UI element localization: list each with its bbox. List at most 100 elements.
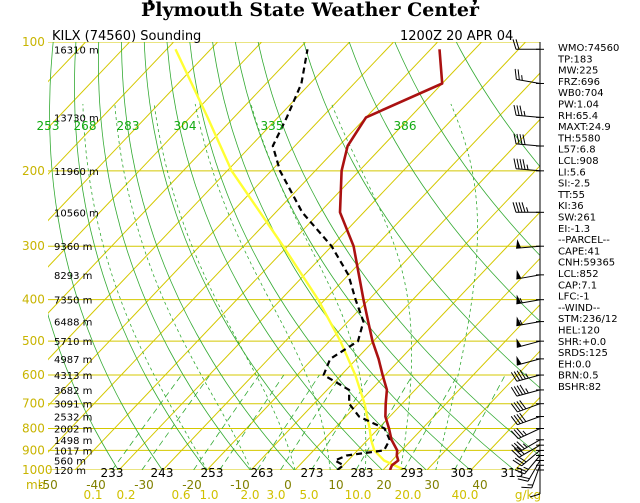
index-entry: MW:225: [558, 66, 598, 77]
index-entry: PW:1.04: [558, 100, 599, 111]
wind-barb-flag: [513, 386, 521, 396]
wind-barb-flag: [510, 372, 518, 382]
wind-barb-flag: [512, 39, 517, 50]
height-label: 3682 m: [54, 386, 92, 397]
wind-barb: [513, 104, 541, 118]
index-entry: MAXT:24.9: [558, 122, 611, 133]
dry-adiabat-line: [143, 42, 339, 470]
axis-labels: KILX (74560) Sounding 1200Z 20 APR 04 10…: [22, 29, 541, 502]
wind-barb-flag: [513, 415, 521, 424]
wind-barb-pennant: [516, 316, 522, 326]
moist-adiabat-line: [114, 103, 252, 470]
mixing-ratio-label: 1.0: [199, 488, 218, 502]
temperature-tick-label: 30: [424, 478, 439, 492]
temperature-tick-label: -10: [230, 478, 250, 492]
height-label: 6488 m: [54, 318, 92, 329]
index-entry: STM:236/12: [558, 314, 618, 325]
theta-top-label: 253: [37, 119, 60, 133]
isotherm-line: [250, 165, 540, 470]
dry-adiabat-line: [235, 42, 515, 470]
pressure-label: 500: [22, 334, 45, 348]
wind-barb-half-flag: [523, 466, 529, 470]
mixing-ratio-line: [219, 374, 285, 470]
wind-barb-flag: [516, 385, 524, 395]
isotherm-line: [470, 396, 540, 470]
wind-barb-flag: [516, 105, 520, 116]
wind-barb-staff: [518, 428, 541, 440]
index-entry: LCL:908: [558, 156, 599, 167]
time-label: 1200Z 20 APR 04: [400, 29, 513, 44]
wind-barb-flag: [517, 69, 520, 80]
wind-barb: [510, 412, 541, 426]
mixing-ratio-label: 20.0: [395, 488, 422, 502]
wind-barb-flag: [522, 159, 526, 170]
wind-barb-flag: [516, 427, 525, 437]
wind-barb-flag: [510, 403, 518, 413]
wind-barb: [513, 133, 541, 147]
isotherm-line: [48, 42, 174, 175]
wind-barb-flag: [519, 105, 523, 116]
wind-barb-staff: [527, 460, 541, 482]
isotherm-line: [426, 350, 540, 470]
height-label: 560 m: [54, 456, 86, 467]
index-entry: KI:36: [558, 201, 584, 212]
wind-barb-flag: [515, 202, 520, 213]
index-entry: LFC:-1: [558, 292, 590, 303]
wind-barb-flag: [519, 412, 527, 422]
mixing-ratio-line: [141, 374, 211, 470]
wind-barb-flag: [514, 457, 525, 465]
index-entry: EI:-1.3: [558, 224, 590, 235]
indices-panel: WMO:74560TP:183MW:225FRZ:696WB0:704PW:1.…: [557, 43, 619, 393]
dry-adiabat-line: [455, 42, 540, 168]
wind-barb: [510, 400, 541, 413]
height-label: 4313 m: [54, 371, 92, 382]
wind-barb-flag: [519, 475, 530, 480]
height-label: 16310 m: [54, 45, 99, 56]
wind-barb-staff: [516, 321, 541, 327]
pressure-label: 600: [22, 368, 45, 382]
wind-barb-half-flag: [526, 207, 529, 213]
mixing-ratio-label: 3.0: [266, 488, 285, 502]
height-label: 2532 m: [54, 413, 92, 424]
mixing-ratio-line: [111, 374, 182, 470]
wind-barb-flag: [519, 134, 523, 145]
theta-bottom-label: 283: [351, 466, 374, 480]
wind-barb-flag: [514, 68, 517, 80]
wind-barb-flag: [513, 448, 523, 457]
index-entry: BRN:0.5: [558, 371, 599, 382]
wind-barb: [516, 355, 541, 366]
theta-bottom-label: 263: [251, 466, 274, 480]
index-entry: --PARCEL--: [558, 235, 610, 246]
isotherm-line: [118, 42, 526, 470]
wind-barb-flag: [516, 370, 524, 380]
height-label: 1017 m: [54, 446, 92, 457]
wind-barb-flag: [513, 158, 517, 169]
index-entry: CAP:7.1: [558, 280, 597, 291]
wind-barb-half-flag: [525, 373, 529, 379]
mixing-ratio-label: 40.0: [452, 488, 479, 502]
theta-top-label: 268: [74, 119, 97, 133]
background-grid: [48, 42, 540, 470]
height-label: 3091 m: [54, 400, 92, 411]
wind-barb-flag: [522, 134, 526, 145]
temperature-profile: [338, 49, 444, 470]
wind-barb-staff: [516, 245, 541, 249]
mixing-ratio-line: [280, 374, 342, 470]
isotherm-line: [48, 42, 306, 314]
isotherm-line: [162, 72, 540, 470]
wind-barb-staff: [518, 444, 541, 458]
theta-top-label: 283: [117, 119, 140, 133]
wind-barb: [516, 269, 541, 280]
wind-barb-half-flag: [521, 75, 523, 81]
wind-barb-staff: [531, 465, 541, 489]
wind-barb-flag: [513, 442, 523, 451]
index-entry: CAPE:41: [558, 246, 600, 257]
wind-barb: [516, 316, 541, 327]
moist-adiabat-line: [250, 103, 367, 470]
moist-adiabat-line: [153, 103, 296, 470]
theta-bottom-label: 233: [101, 466, 124, 480]
temperature-tick-label: 10: [328, 478, 343, 492]
mixing-ratio-label: 0.6: [171, 488, 190, 502]
wind-barb-flag: [510, 416, 518, 426]
index-entry: WB0:704: [558, 88, 604, 99]
